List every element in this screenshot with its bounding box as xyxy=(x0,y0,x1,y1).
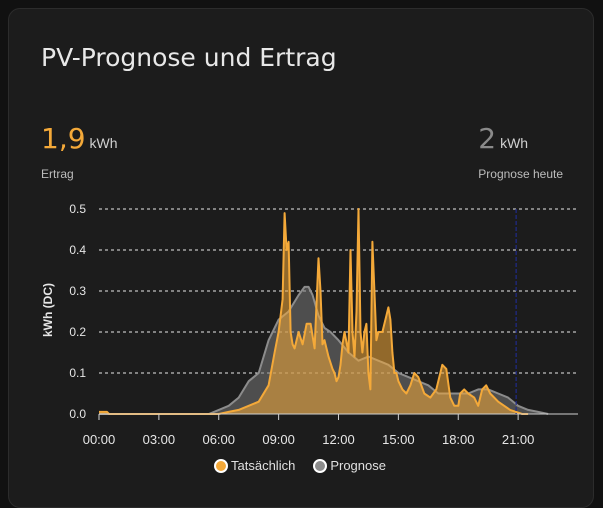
legend-item-actual[interactable]: Tatsächlich xyxy=(214,458,295,473)
y-axis-label: kWh (DC) xyxy=(41,283,55,337)
actual-yield-unit: kWh xyxy=(89,135,118,151)
pv-forecast-card: PV-Prognose und Ertrag 1,9 kWh Ertrag 2 kW… xyxy=(8,8,594,508)
x-tick-label: 00:00 xyxy=(83,432,116,447)
legend-forecast-label: Prognose xyxy=(330,458,386,473)
x-tick-label: 18:00 xyxy=(442,432,475,447)
card-title: PV-Prognose und Ertrag xyxy=(41,43,337,72)
y-tick-label: 0.4 xyxy=(69,243,86,257)
x-tick-label: 09:00 xyxy=(262,432,295,447)
legend-actual-label: Tatsächlich xyxy=(231,458,296,473)
y-tick-label: 0.5 xyxy=(69,202,86,216)
forecast-today-unit: kWh xyxy=(500,135,529,151)
legend-item-forecast[interactable]: Prognose xyxy=(313,458,386,473)
actual-yield-label: Ertrag xyxy=(41,167,74,181)
series-actual-line xyxy=(99,208,529,415)
actual-yield-value: 1,9 xyxy=(41,122,86,155)
x-tick-label: 12:00 xyxy=(322,432,355,447)
forecast-today-label: Prognose heute xyxy=(478,167,563,181)
legend-actual-swatch xyxy=(214,458,228,473)
chart-legend: Tatsächlich Prognose xyxy=(214,458,390,473)
y-tick-label: 0.2 xyxy=(69,325,86,339)
y-tick-label: 0.1 xyxy=(69,366,86,380)
y-tick-label: 0.3 xyxy=(69,284,86,298)
forecast-today-value: 2 xyxy=(478,122,497,155)
x-tick-label: 03:00 xyxy=(143,432,176,447)
forecast-today-stat[interactable]: 2 kWh Prognose heute xyxy=(478,122,563,181)
actual-yield-stat[interactable]: 1,9 kWh Ertrag xyxy=(41,122,118,181)
x-tick-label: 06:00 xyxy=(202,432,235,447)
x-tick-label: 15:00 xyxy=(382,432,415,447)
legend-forecast-swatch xyxy=(313,458,328,473)
series-actual-area xyxy=(99,209,529,414)
x-tick-label: 21:00 xyxy=(502,432,535,447)
y-tick-label: 0.0 xyxy=(69,407,86,421)
